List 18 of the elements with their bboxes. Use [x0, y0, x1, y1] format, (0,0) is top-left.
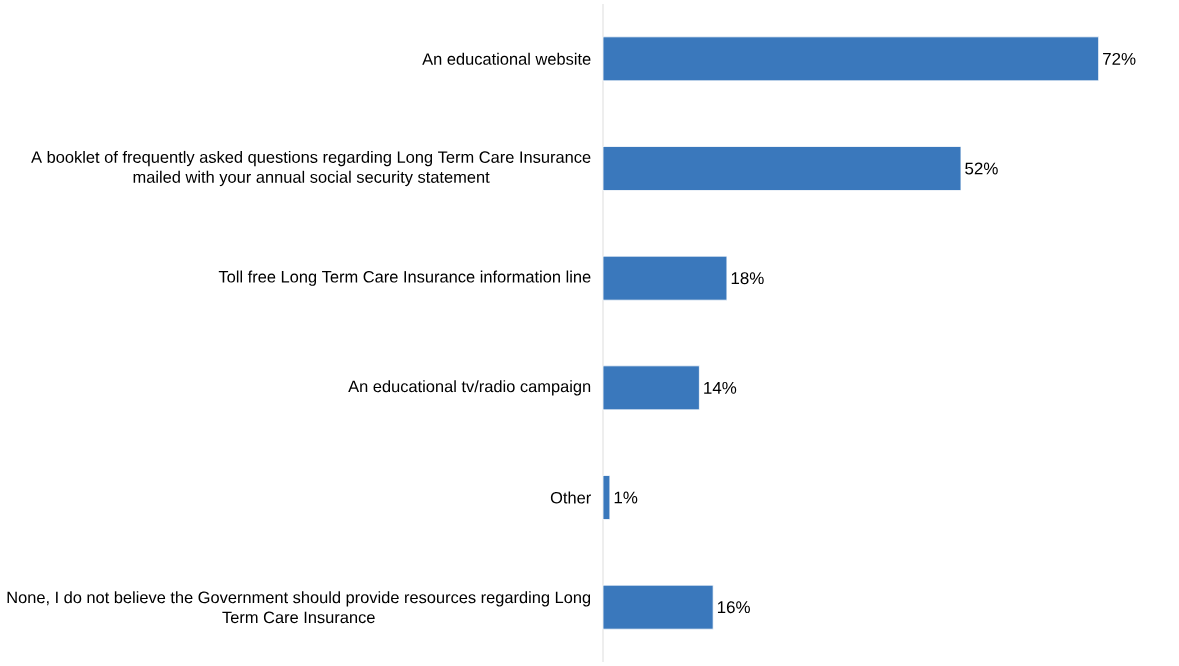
y-tick-label: None, I do not believe the Government should provide resources regarding Long Term Care Insurance: [7, 591, 591, 624]
bar: [602, 36, 1100, 82]
data-label: 16%: [717, 601, 750, 614]
data-label: 14%: [704, 381, 737, 394]
bar: [602, 255, 728, 301]
data-label: 72%: [1103, 52, 1136, 65]
data-label: 1%: [614, 491, 638, 504]
y-tick-label: Toll free Long Term Care Insurance information line: [218, 270, 591, 286]
y-tick-label: An educational website: [422, 52, 591, 65]
bar: [602, 146, 962, 191]
data-label: 18%: [731, 272, 764, 285]
y-tick-label: A booklet of frequently asked questions regarding Long Term Care Insurance mailed with your annual social security statement: [31, 150, 591, 187]
data-label: 52%: [965, 162, 998, 175]
bar: [602, 365, 700, 411]
bar: [602, 475, 611, 520]
bar: [602, 584, 714, 630]
y-tick-label: Other: [550, 491, 591, 504]
y-tick-label: An educational tv/radio campaign: [348, 380, 591, 396]
